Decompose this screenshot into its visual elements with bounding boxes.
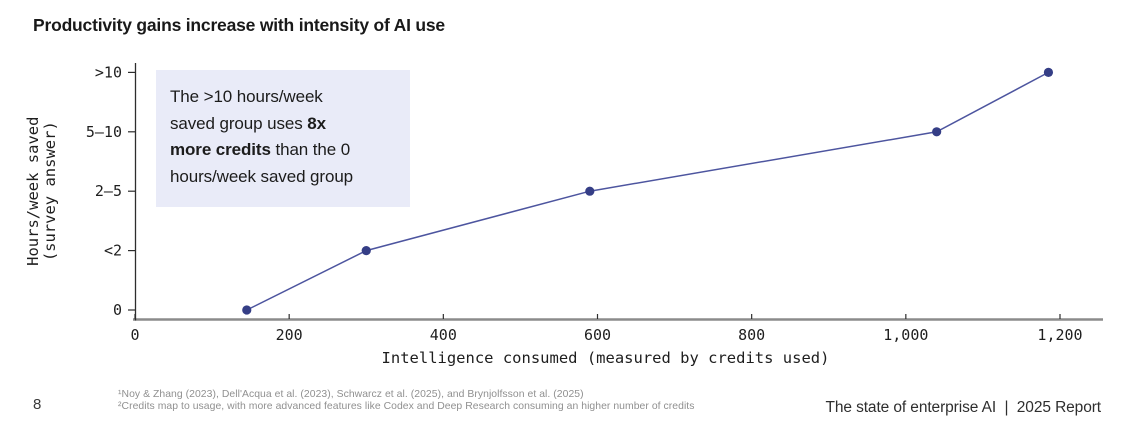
annotation-text: than the 0	[270, 140, 351, 159]
y-axis-label: (survey answer)	[41, 121, 59, 261]
data-point	[1043, 67, 1054, 77]
report-footer: The state of enterprise AI | 2025 Report	[825, 399, 1101, 416]
annotation-bold-text: 8x	[307, 113, 326, 133]
footnote-sources: ¹Noy & Zhang (2023), Dell'Acqua et al. (…	[118, 389, 584, 400]
x-tick-label: 200	[276, 326, 303, 344]
chart-title: Productivity gains increase with intensi…	[33, 15, 445, 35]
y-tick-label: 5–10	[86, 123, 122, 141]
annotation-line: The >10 hours/week	[170, 84, 398, 111]
annotation-text: The >10 hours/week	[170, 87, 323, 106]
footnote-credits: ²Credits map to usage, with more advance…	[118, 401, 695, 413]
x-axis-label: Intelligence consumed (measured by credi…	[382, 349, 830, 367]
annotation-line: hours/week saved group	[170, 164, 398, 191]
y-tick-label: 2–5	[95, 182, 122, 200]
x-tick-label: 1,000	[883, 326, 928, 344]
y-tick-label: 0	[113, 301, 122, 319]
x-tick-label: 1,200	[1037, 326, 1082, 344]
data-point	[585, 186, 595, 196]
page-number: 8	[33, 396, 42, 413]
annotation-line: more credits than the 0	[170, 137, 398, 164]
x-tick-label: 400	[430, 326, 457, 344]
y-tick-label: >10	[95, 63, 122, 81]
annotation-bold-text: more credits	[170, 140, 271, 159]
x-tick-label: 800	[738, 326, 765, 344]
data-point	[932, 127, 942, 137]
y-axis-label: Hours/week saved	[24, 117, 42, 266]
data-point	[361, 246, 371, 256]
footnotes: ¹Noy & Zhang (2023), Dell'Acqua et al. (…	[118, 389, 694, 414]
x-tick-label: 0	[130, 326, 139, 344]
annotation-line: saved group uses 8x	[170, 111, 398, 138]
annotation-box: The >10 hours/week saved group uses 8x mor…	[156, 70, 410, 207]
y-tick-label: <2	[104, 242, 122, 260]
annotation-text: hours/week saved group	[170, 166, 354, 186]
data-point	[242, 305, 252, 315]
x-tick-label: 600	[584, 326, 611, 344]
annotation-text: saved group uses	[170, 113, 308, 133]
